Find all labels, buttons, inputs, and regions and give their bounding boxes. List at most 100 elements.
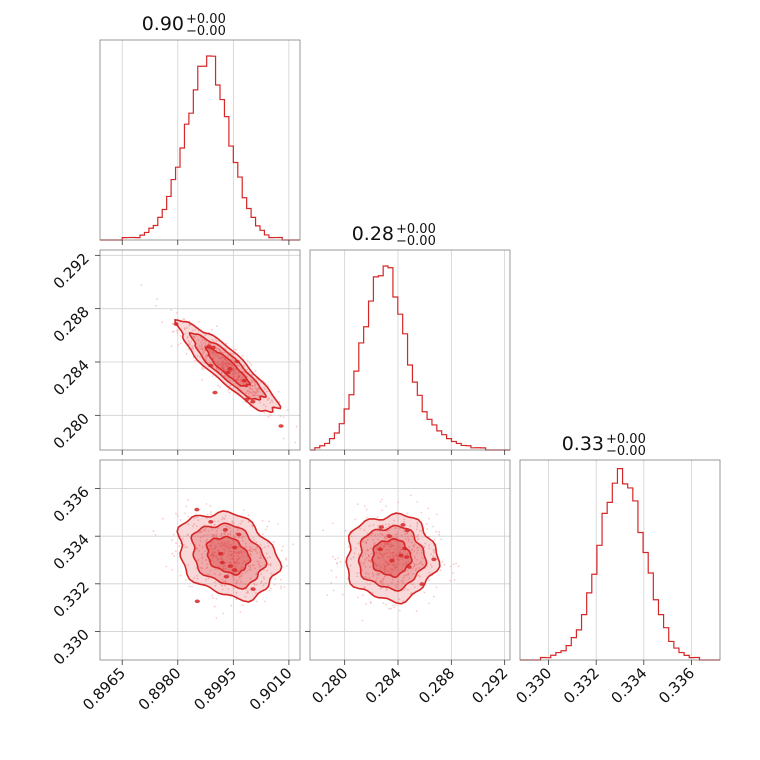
sample-point	[216, 551, 219, 553]
sample-point	[209, 513, 212, 516]
sample-point	[395, 540, 398, 543]
sample-point	[411, 548, 413, 551]
sample-point	[199, 356, 202, 358]
sample-point	[443, 563, 446, 566]
sample-point	[416, 521, 418, 524]
sample-point	[267, 398, 269, 400]
sample-point	[219, 573, 222, 575]
sample-point	[283, 586, 286, 588]
sample-point	[416, 559, 418, 561]
sample-point	[411, 572, 414, 575]
sample-point	[385, 562, 388, 564]
sample-point	[363, 529, 366, 532]
sample-point	[173, 533, 175, 536]
sample-point	[201, 556, 204, 558]
sample-point	[238, 376, 241, 378]
sample-point	[205, 578, 207, 581]
sample-point	[185, 505, 188, 508]
sample-point	[389, 543, 391, 546]
sample-point	[261, 548, 263, 550]
sample-point	[201, 557, 204, 560]
sample-point	[405, 538, 407, 540]
sample-point	[212, 557, 214, 559]
sample-point	[236, 570, 239, 573]
sample-point	[208, 361, 211, 364]
sample-point	[249, 361, 251, 364]
sample-point	[415, 610, 418, 612]
sample-point	[214, 585, 217, 587]
contour-blob	[378, 525, 384, 529]
sample-point	[407, 560, 410, 563]
sample-point	[365, 516, 368, 519]
sample-point	[392, 604, 394, 607]
sample-point	[411, 583, 413, 585]
sample-point	[199, 348, 202, 350]
y-tick-label: 0.280	[50, 409, 93, 452]
sample-point	[399, 549, 402, 551]
sample-point	[256, 546, 258, 549]
sample-point	[416, 547, 418, 549]
sample-point	[268, 520, 271, 523]
sample-point	[196, 516, 198, 518]
sample-point	[217, 565, 220, 568]
sample-point	[270, 572, 272, 575]
sample-point	[391, 581, 393, 584]
sample-point	[247, 393, 250, 395]
sample-point	[220, 366, 223, 368]
sample-point	[402, 563, 405, 566]
sample-point	[262, 569, 265, 571]
sample-point	[218, 363, 220, 366]
sample-point	[229, 384, 231, 387]
sample-point	[394, 567, 397, 570]
sample-point	[371, 591, 374, 594]
sample-point	[242, 535, 245, 538]
sample-point	[414, 557, 416, 560]
sample-point	[364, 553, 367, 555]
sample-point	[282, 416, 285, 418]
sample-point	[203, 367, 205, 370]
sample-point	[204, 334, 207, 337]
sample-point	[428, 547, 430, 549]
sample-point	[278, 400, 281, 403]
sample-point	[184, 512, 187, 515]
sample-point	[176, 332, 179, 334]
sample-point	[233, 555, 236, 557]
sample-point	[249, 565, 251, 568]
sample-point	[265, 552, 268, 555]
sample-point	[415, 563, 418, 566]
sample-point	[200, 345, 203, 348]
sample-point	[387, 538, 390, 541]
sample-point	[221, 541, 224, 544]
sample-point	[362, 563, 365, 566]
sample-point	[421, 557, 424, 559]
sample-point	[370, 534, 372, 537]
sample-point	[250, 568, 252, 571]
sample-point	[227, 545, 230, 548]
sample-point	[204, 342, 207, 345]
sample-point	[198, 531, 201, 534]
contour-blob	[210, 345, 216, 350]
sample-point	[367, 559, 370, 562]
sample-point	[363, 586, 366, 588]
sample-point	[246, 559, 249, 562]
sample-point	[411, 535, 413, 538]
panel-title-lower: −0.00	[396, 234, 436, 249]
sample-point	[201, 553, 204, 556]
sample-point	[252, 390, 255, 393]
sample-point	[173, 555, 176, 558]
y-tick-label: 0.332	[50, 578, 93, 621]
sample-point	[207, 577, 210, 580]
sample-point	[395, 553, 398, 556]
panel-title-lower: −0.00	[606, 444, 646, 459]
sample-point	[240, 566, 243, 569]
sample-point	[403, 589, 406, 591]
sample-point	[390, 573, 393, 576]
sample-point	[248, 371, 251, 374]
sample-point	[187, 340, 190, 342]
sample-point	[394, 533, 397, 536]
sample-point	[205, 559, 208, 561]
sample-point	[243, 364, 245, 367]
sample-point	[196, 575, 198, 577]
sample-point	[386, 543, 388, 545]
sample-point	[428, 579, 431, 582]
